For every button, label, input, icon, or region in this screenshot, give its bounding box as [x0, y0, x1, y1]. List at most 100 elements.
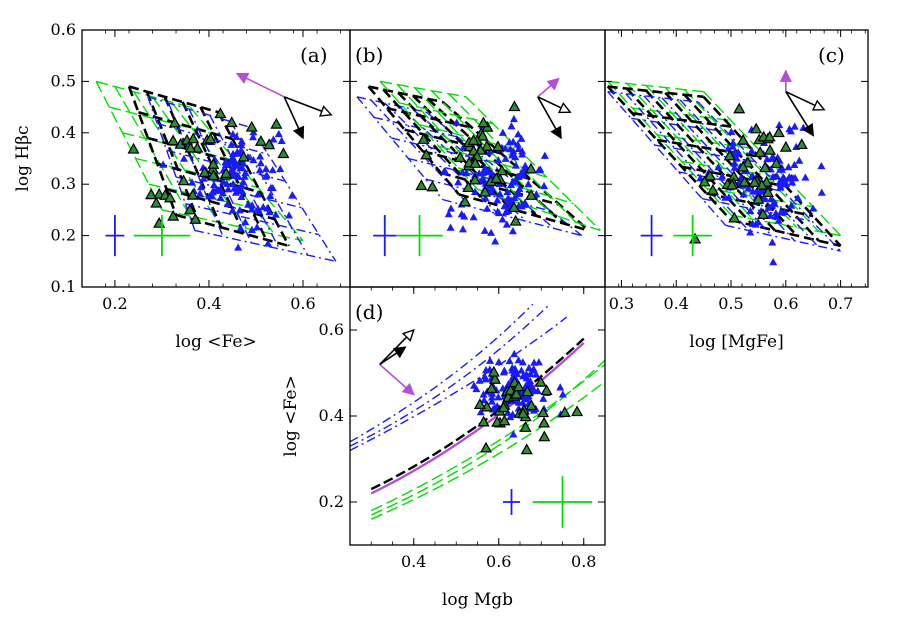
data-point-blue [774, 216, 783, 224]
arrow-filled-head [802, 123, 815, 137]
x-tick-label: 0.6 [290, 294, 315, 313]
data-point-blue [285, 211, 294, 219]
data-point-blue [730, 159, 739, 167]
arrow-open-head [811, 99, 826, 111]
data-point-green [497, 401, 510, 413]
data-point-blue [241, 168, 250, 176]
data-point-blue [446, 204, 455, 212]
model-grid-line [661, 97, 796, 242]
model-grid-line [440, 171, 560, 207]
data-point-blue [484, 167, 493, 176]
data-point-blue [502, 220, 511, 228]
data-point-blue [790, 160, 799, 169]
data-point-blue [247, 205, 256, 213]
data-point-green [558, 406, 571, 417]
data-point-blue [748, 219, 757, 227]
data-point-blue [770, 199, 779, 207]
data-point-blue [744, 184, 753, 192]
data-point-blue [255, 207, 264, 215]
data-point-blue [540, 181, 549, 190]
model-grid-line [209, 115, 281, 250]
arrow-purple-shaft [379, 363, 407, 389]
data-point-blue [776, 165, 785, 173]
model-grid-line [95, 81, 163, 211]
data-point-blue [784, 163, 793, 171]
data-point-blue [777, 207, 786, 215]
data-point-blue [817, 161, 826, 170]
data-point-green [454, 151, 467, 163]
model-grid-line [370, 99, 472, 208]
data-point-blue [523, 393, 532, 401]
x-tick-label: 0.4 [196, 294, 221, 313]
y-tick-label: 0.2 [319, 492, 344, 511]
data-point-blue [239, 159, 248, 167]
data-point-blue [533, 386, 542, 395]
data-point-blue [718, 172, 727, 180]
data-point-blue [458, 168, 467, 176]
data-point-blue [236, 224, 245, 232]
data-point-blue [498, 128, 507, 136]
data-point-green [520, 443, 533, 455]
data-point-blue [771, 209, 780, 217]
data-point-blue [746, 206, 755, 215]
data-point-green [207, 169, 220, 181]
data-point-blue [218, 189, 227, 197]
data-point-blue [237, 192, 246, 200]
data-point-blue [501, 144, 510, 152]
x-axis-label: log [MgFe] [689, 332, 783, 352]
y-tick-label: 0.1 [51, 277, 76, 296]
data-point-blue [767, 195, 776, 203]
model-grid-line [194, 229, 337, 262]
plot-area-d [350, 303, 605, 528]
data-point-blue [503, 194, 512, 202]
model-grid-line [127, 86, 178, 216]
data-point-blue [237, 145, 246, 154]
arrow-open-shaft [379, 336, 408, 365]
data-point-blue [521, 198, 530, 206]
data-point-blue [817, 188, 826, 196]
data-point-blue [504, 206, 513, 214]
data-point-green [537, 406, 550, 418]
data-point-blue [556, 383, 565, 391]
data-point-blue [216, 193, 225, 201]
arrow-open-shaft [785, 90, 816, 107]
model-grid-line [465, 96, 601, 231]
data-point-blue [540, 151, 549, 159]
data-point-blue [768, 238, 777, 246]
arrow-filled-shaft [379, 352, 398, 366]
model-grid-line [626, 82, 754, 220]
model-grid-line [625, 93, 750, 231]
data-point-green [756, 208, 769, 220]
data-point-blue [775, 120, 784, 129]
data-point-green [772, 126, 785, 138]
data-point-green [150, 196, 163, 208]
model-grid-line [607, 80, 704, 93]
y-axis-label: log Hβc [13, 125, 33, 191]
data-point-blue [249, 128, 258, 136]
data-point-blue [517, 169, 526, 177]
data-point-green [214, 107, 227, 119]
data-point-blue [222, 179, 231, 187]
data-point-green [741, 156, 754, 168]
data-point-green [459, 195, 472, 207]
model-grid-line [185, 203, 320, 236]
data-point-green [477, 415, 490, 427]
model-grid-line [380, 80, 467, 98]
data-point-green [474, 143, 487, 155]
model-grid-line [606, 85, 732, 222]
data-point-blue [513, 140, 522, 148]
data-point-blue [506, 412, 515, 421]
data-point-blue [288, 191, 297, 199]
model-grid-line [607, 85, 704, 99]
data-point-green [725, 178, 739, 190]
data-point-blue [510, 193, 519, 202]
data-point-blue [469, 213, 478, 221]
data-point-green [538, 416, 551, 428]
data-point-blue [510, 364, 519, 372]
data-point-blue [159, 160, 168, 168]
panel-b: (b) [349, 29, 606, 288]
data-point-blue [480, 396, 489, 404]
x-tick-label: 0.6 [773, 294, 798, 313]
data-point-blue [214, 186, 223, 194]
data-point-blue [795, 156, 804, 164]
